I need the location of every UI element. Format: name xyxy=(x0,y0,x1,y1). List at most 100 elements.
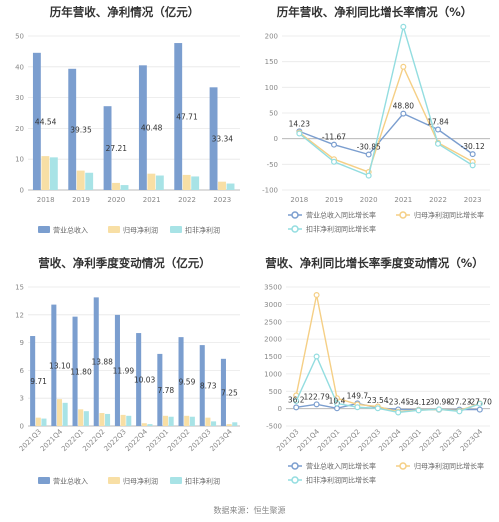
bar-net-profit xyxy=(35,417,41,426)
data-label: 10.4 xyxy=(329,396,346,405)
bar-deducted-net-profit xyxy=(120,185,129,190)
y-tick-label: 3 xyxy=(20,395,24,403)
bar-revenue xyxy=(209,87,218,190)
data-label: 122.79 xyxy=(303,392,329,401)
data-label: -30.85 xyxy=(357,143,381,152)
quarterly-revenue-profit-chart: 营收、净利季度变动情况（亿元） 0 3 6 9 12 15 2021Q3 2021Q4 2022… xyxy=(0,251,249,501)
chart-title: 营收、净利季度变动情况（亿元） xyxy=(38,256,211,270)
bar-deducted-net-profit xyxy=(147,424,153,426)
x-tick-label: 2023Q4 xyxy=(459,427,485,453)
legend-swatch xyxy=(170,226,182,233)
data-point xyxy=(469,151,476,158)
x-tick-label: 2018 xyxy=(37,196,55,204)
y-tick-label: 500 xyxy=(269,388,282,396)
y-tick-label: 2000 xyxy=(264,336,282,344)
legend-label: 扣非净利润同比增长率 xyxy=(306,225,376,234)
series-line xyxy=(298,24,474,177)
bar-net-profit xyxy=(182,174,191,190)
bar-net-profit xyxy=(76,170,85,190)
chart-title: 营收、净利同比增长率季度变动情况（%） xyxy=(265,256,484,270)
x-tick-label: 2023 xyxy=(213,196,231,204)
bar-deducted-net-profit xyxy=(105,413,111,426)
data-label: 149.7 xyxy=(347,391,369,400)
bar-deducted-net-profit xyxy=(189,416,195,426)
legend-marker xyxy=(291,211,299,219)
y-tick-label: 0 xyxy=(274,135,278,143)
data-label: -30.12 xyxy=(461,142,485,151)
data-label: 17.84 xyxy=(427,118,449,127)
legend-label: 扣非净利润 xyxy=(185,226,220,235)
data-label: -34.12 xyxy=(407,398,431,407)
data-label: -27.23 xyxy=(447,398,471,407)
data-point xyxy=(400,23,407,30)
y-tick-label: 0 xyxy=(278,405,282,413)
bar-net-profit xyxy=(99,413,105,426)
legend-marker xyxy=(399,462,407,470)
chart-canvas: -50005001000150020002500300035002021Q320… xyxy=(264,284,492,485)
data-label: -23.45 xyxy=(386,397,410,406)
legend-label: 扣非净利润同比增长率 xyxy=(306,476,376,485)
y-tick-label: 9 xyxy=(20,339,24,347)
data-label: 13.88 xyxy=(91,358,113,367)
data-label: 40.48 xyxy=(141,124,163,133)
y-tick-label: 0 xyxy=(20,187,24,195)
x-tick-label: 2023Q1 xyxy=(145,428,170,453)
data-label: 11.99 xyxy=(113,366,135,375)
data-point xyxy=(333,405,340,412)
data-point xyxy=(354,404,361,411)
chart-title: 历年营收、净利同比增长率情况（%） xyxy=(276,5,473,19)
legend-label: 营业总收入同比增长率 xyxy=(306,211,376,220)
series-line xyxy=(295,354,481,414)
data-point xyxy=(435,126,442,133)
bar-deducted-net-profit xyxy=(126,415,132,426)
y-tick-label: 10 xyxy=(15,156,24,164)
y-tick-label: 3000 xyxy=(264,301,282,309)
bar-net-profit xyxy=(226,424,232,426)
data-label: 27.21 xyxy=(106,144,128,153)
legend-label: 营业总收入 xyxy=(53,477,88,486)
bar-deducted-net-profit xyxy=(168,416,174,426)
legend-marker xyxy=(291,462,299,470)
data-point xyxy=(313,291,320,298)
y-tick-label: 15 xyxy=(15,284,24,292)
x-tick-label: 2023Q3 xyxy=(187,428,212,453)
bar-revenue xyxy=(178,337,184,426)
bar-deducted-net-profit xyxy=(191,176,200,190)
bar-net-profit xyxy=(56,399,63,426)
x-tick-label: 2023Q4 xyxy=(209,427,235,453)
x-tick-label: 2020 xyxy=(360,196,378,204)
y-tick-label: 30 xyxy=(15,94,24,102)
bar-net-profit xyxy=(120,414,126,426)
data-label: 8.73 xyxy=(200,382,217,391)
data-label: -27.70 xyxy=(468,398,492,407)
bar-deducted-net-profit xyxy=(211,421,217,426)
data-point xyxy=(395,409,402,416)
x-tick-label: 2021 xyxy=(143,196,161,204)
data-point xyxy=(400,63,407,70)
legend-marker xyxy=(291,225,299,233)
data-label: 7.25 xyxy=(221,388,238,397)
y-tick-label: 6 xyxy=(20,367,25,375)
legend-marker xyxy=(399,211,407,219)
data-point xyxy=(293,404,300,411)
data-point xyxy=(313,353,320,360)
chart-canvas: -100 -50 0 50 100 150 200 2018 2019 2020 2021 2022 2… xyxy=(262,23,490,234)
x-tick-label: 2022 xyxy=(178,196,196,204)
y-tick-label: 0 xyxy=(20,423,24,431)
data-label: 39.35 xyxy=(70,125,92,134)
data-label: 14.23 xyxy=(289,119,311,128)
data-point xyxy=(313,401,320,408)
bar-net-profit xyxy=(141,423,147,426)
data-point xyxy=(415,407,422,414)
bar-revenue xyxy=(157,353,163,426)
series-line xyxy=(298,64,474,173)
x-tick-label: 2022Q3 xyxy=(103,428,128,453)
data-point xyxy=(374,405,381,412)
bar-net-profit xyxy=(205,417,211,426)
bar-deducted-net-profit xyxy=(232,422,238,426)
y-tick-label: 50 xyxy=(269,110,278,118)
legend-swatch xyxy=(38,226,50,233)
data-label: -11.67 xyxy=(322,133,346,142)
bar-deducted-net-profit xyxy=(85,172,94,190)
legend-swatch xyxy=(108,226,120,233)
